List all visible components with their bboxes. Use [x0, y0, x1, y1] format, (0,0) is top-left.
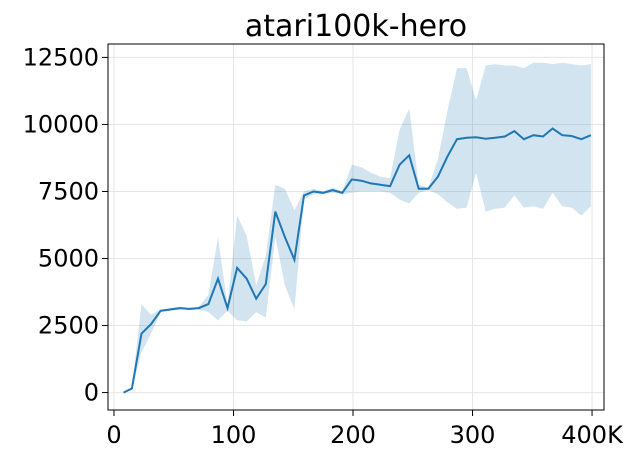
y-tick-label: 7500 [38, 177, 99, 205]
x-axis: 0 100 200 300 400K [106, 410, 624, 449]
series-line [123, 127, 592, 394]
x-tick-label: 400K [561, 421, 624, 449]
x-tick-label: 300 [450, 421, 496, 449]
y-tick-label: 0 [84, 379, 99, 407]
grid [108, 44, 604, 410]
chart-title: atari100k-hero [245, 9, 467, 44]
x-tick-label: 0 [106, 421, 121, 449]
series-range-band [123, 62, 591, 393]
y-tick-label: 10000 [23, 110, 99, 138]
x-tick-label: 100 [211, 421, 257, 449]
y-tick-label: 2500 [38, 312, 99, 340]
y-tick-label: 5000 [38, 245, 99, 273]
y-tick-label: 12500 [23, 43, 99, 71]
y-axis: 0 2500 5000 7500 10000 12500 [23, 43, 108, 407]
plot-frame [107, 43, 605, 411]
x-tick-label: 200 [330, 421, 376, 449]
